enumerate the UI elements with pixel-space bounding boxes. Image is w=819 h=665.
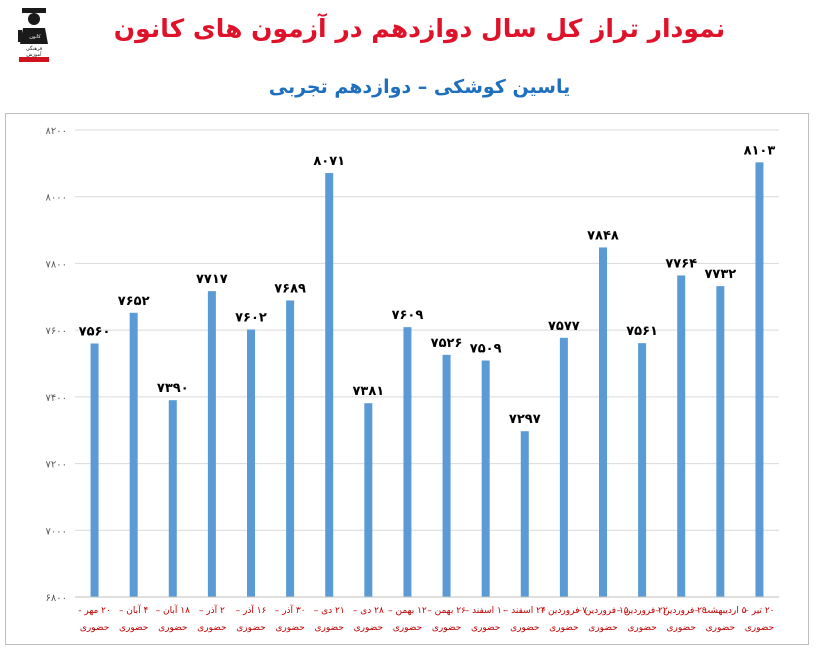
data-label: ۷۵۶۰ (79, 324, 111, 339)
x-tick-sublabel: حضوری (549, 623, 578, 633)
x-tick-label: ۲۲ فروردین – (617, 606, 668, 616)
x-tick-label: ۱۶ آذر – (236, 604, 267, 616)
data-label: ۷۶۰۹ (392, 308, 424, 323)
x-tick-sublabel: حضوری (315, 623, 344, 633)
bar (599, 247, 607, 597)
x-tick-sublabel: حضوری (354, 623, 383, 633)
x-tick-label: ۲۰ مهر - (78, 606, 111, 616)
bar (129, 312, 138, 597)
x-tick-sublabel: حضوری (158, 623, 187, 633)
data-label: ۷۵۰۹ (470, 341, 502, 356)
x-tick-sublabel: حضوری (119, 623, 148, 633)
x-tick-label: ۲۴ اسفند – (504, 606, 546, 616)
x-tick-sublabel: حضوری (393, 623, 422, 633)
x-tick-sublabel: حضوری (706, 623, 735, 633)
x-tick-label: ۳۰ آذر – (275, 604, 306, 616)
kanoon-logo: کانون فرهنگی آموزش (18, 8, 49, 62)
x-tick-sublabel: حضوری (588, 623, 617, 633)
data-label: ۷۷۳۲ (704, 267, 736, 282)
bar-chart: ۶۸۰۰ ۷۰۰۰ ۷۲۰۰ ۷۴۰۰ ۷۶۰۰ ۷۸۰۰ ۸۰۰۰ ۸۲۰۰ ۷۵۶۰ ۷۶۵… (5, 113, 809, 645)
data-label: ۷۳۹۰ (157, 381, 189, 396)
x-tick-sublabel: حضوری (432, 623, 461, 633)
x-tick-label: ۲ آذر – (199, 604, 225, 616)
logo-line-3: آموزش (26, 51, 42, 58)
bar (168, 400, 177, 597)
x-tick-label: ۲۶ بهمن – (427, 606, 466, 616)
y-tick-label: ۷۲۰۰ (46, 460, 67, 471)
data-label: ۷۵۷۷ (548, 319, 580, 334)
bar (638, 343, 647, 597)
x-tick-label: ۲۹ فروردین – (656, 606, 707, 616)
bar (364, 403, 373, 597)
x-tick-label: ۵ اردیبهشت – (694, 606, 746, 616)
y-axis-ticks: ۶۸۰۰ ۷۰۰۰ ۷۲۰۰ ۷۴۰۰ ۷۶۰۰ ۷۸۰۰ ۸۰۰۰ ۸۲۰۰ (46, 126, 67, 604)
y-tick-label: ۷۰۰۰ (46, 526, 67, 537)
data-label: ۷۶۵۲ (118, 294, 150, 309)
x-tick-label: ۲۱ دی – (314, 606, 345, 616)
x-tick-sublabel: حضوری (627, 623, 656, 633)
x-tick-label: ۲۸ دی – (353, 606, 384, 616)
chart-subtitle: یاسین کوشکی – دوازدهم تجربی (268, 76, 571, 98)
x-tick-label: ۷ فروردین – (541, 606, 588, 616)
data-label: ۷۷۶۴ (665, 256, 697, 271)
bar (286, 300, 295, 597)
bar (677, 275, 686, 597)
bar (90, 343, 99, 597)
data-label: ۷۸۴۸ (587, 228, 619, 243)
bar (442, 354, 451, 597)
chart-frame (5, 113, 809, 645)
logo-line-2: فرهنگی (26, 45, 43, 52)
bar (403, 327, 412, 597)
y-tick-label: ۸۲۰۰ (46, 126, 67, 137)
x-tick-label: ۱۵ فروردین – (577, 606, 628, 616)
data-label: ۷۶۸۹ (274, 281, 306, 296)
data-label: ۷۷۱۷ (196, 272, 228, 287)
bars (90, 162, 764, 598)
bar (247, 329, 255, 597)
chart-title: نمودار تراز کل سال دوازدهم در آزمون های … (113, 14, 726, 43)
gridlines (75, 129, 779, 531)
data-label: ۷۶۰۲ (235, 310, 267, 325)
x-tick-label: ۲۰ تیر – (744, 606, 774, 616)
data-labels: ۷۵۶۰ ۷۶۵۲ ۷۳۹۰ ۷۷۱۷ ۷۶۰۲ ۷۶۸۹ ۸۰۷۱ ۷۳۸۱ ۷۶۰۹ ۷۵۲۶… (79, 143, 776, 427)
data-label: ۷۵۶۱ (626, 324, 658, 339)
y-tick-label: ۷۶۰۰ (46, 326, 67, 337)
logo-line-1: کانون (29, 34, 41, 40)
data-label: ۸۱۰۳ (744, 143, 776, 158)
bar (755, 162, 764, 597)
y-tick-label: ۷۸۰۰ (46, 259, 67, 270)
bar (481, 360, 490, 597)
x-axis-ticks: ۲۰ مهر - حضوری ۴ آبان – حضوری ۱۸ آبان – حضوری… (78, 604, 774, 633)
bar (520, 431, 529, 597)
x-tick-label: ۱۲ بهمن – (388, 606, 427, 616)
x-tick-sublabel: حضوری (510, 623, 539, 633)
x-tick-label: ۱۰ اسفند – (465, 606, 507, 616)
data-label: ۷۳۸۱ (352, 384, 384, 399)
y-tick-label: ۶۸۰۰ (46, 593, 67, 604)
x-tick-label: ۴ آبان – (119, 604, 149, 616)
bar (716, 286, 725, 597)
x-tick-label: ۱۸ آبان – (156, 604, 190, 616)
data-label: ۷۲۹۷ (509, 412, 541, 427)
data-label: ۷۵۲۶ (431, 336, 463, 351)
bar (207, 291, 216, 597)
x-tick-sublabel: حضوری (471, 623, 500, 633)
x-tick-sublabel: حضوری (80, 623, 109, 633)
x-tick-sublabel: حضوری (236, 623, 265, 633)
bar (325, 173, 334, 598)
y-tick-label: ۸۰۰۰ (46, 193, 67, 204)
x-tick-sublabel: حضوری (667, 623, 696, 633)
x-tick-sublabel: حضوری (197, 623, 226, 633)
data-label: ۸۰۷۱ (313, 154, 345, 169)
x-tick-sublabel: حضوری (745, 623, 774, 633)
x-tick-sublabel: حضوری (275, 623, 304, 633)
bar (559, 337, 568, 597)
y-tick-label: ۷۴۰۰ (46, 393, 67, 404)
